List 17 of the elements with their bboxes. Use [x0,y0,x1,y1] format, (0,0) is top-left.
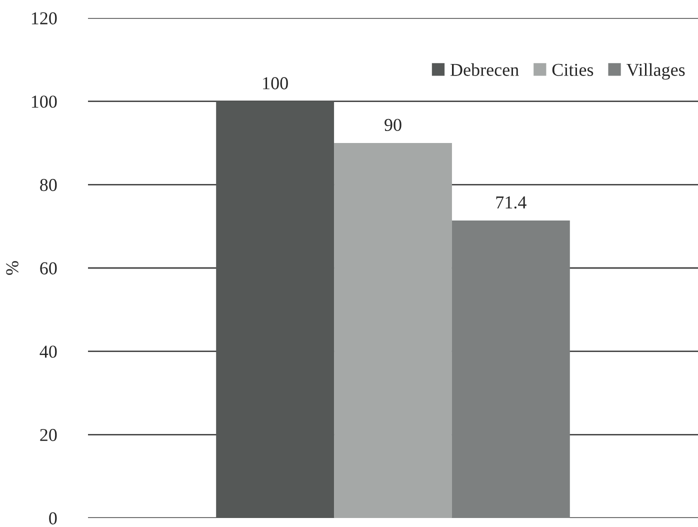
legend-label: Debrecen [450,63,519,76]
data-label: 90 [384,118,402,131]
bar [334,143,452,518]
data-label: 71.4 [496,196,526,209]
data-label: 100 [263,77,288,90]
y-tick-label: 80 [40,178,57,192]
y-tick-label: 0 [49,512,57,524]
y-tick-label: 40 [40,346,57,358]
legend-label: Cities [552,64,594,76]
bar [216,101,334,518]
y-tick-label: 100 [32,96,57,108]
bar [452,220,570,518]
y-tick-label: 20 [40,428,57,442]
y-tick-label: 60 [40,262,57,274]
y-tick-label: 120 [32,12,57,24]
legend-label: Villages [626,63,685,80]
y-axis-title: % [6,261,18,275]
